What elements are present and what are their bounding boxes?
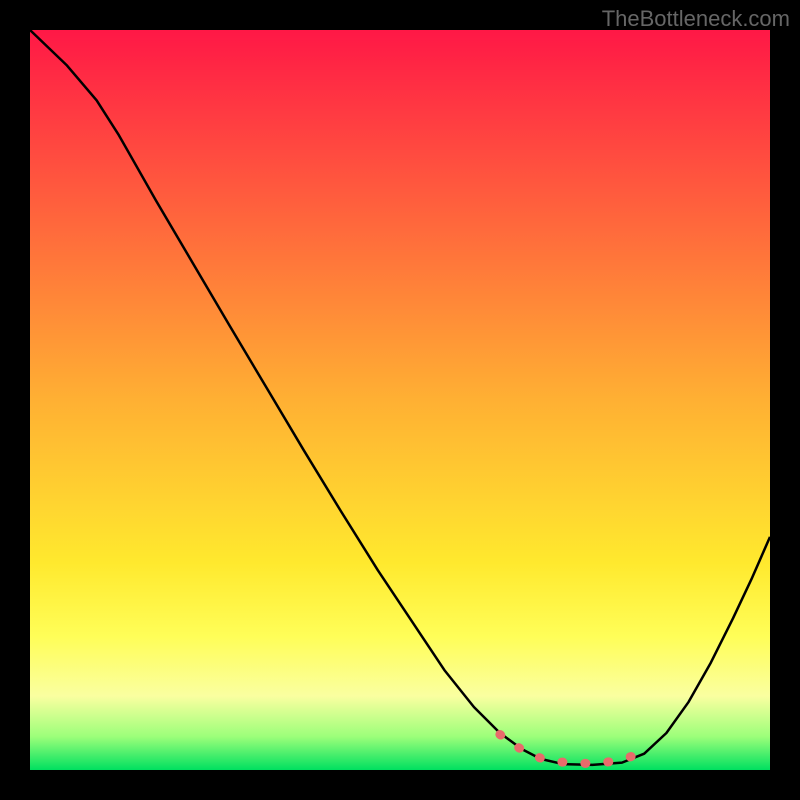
chart-svg [0,0,800,800]
watermark-text: TheBottleneck.com [602,6,790,32]
figure-root: TheBottleneck.com [0,0,800,800]
